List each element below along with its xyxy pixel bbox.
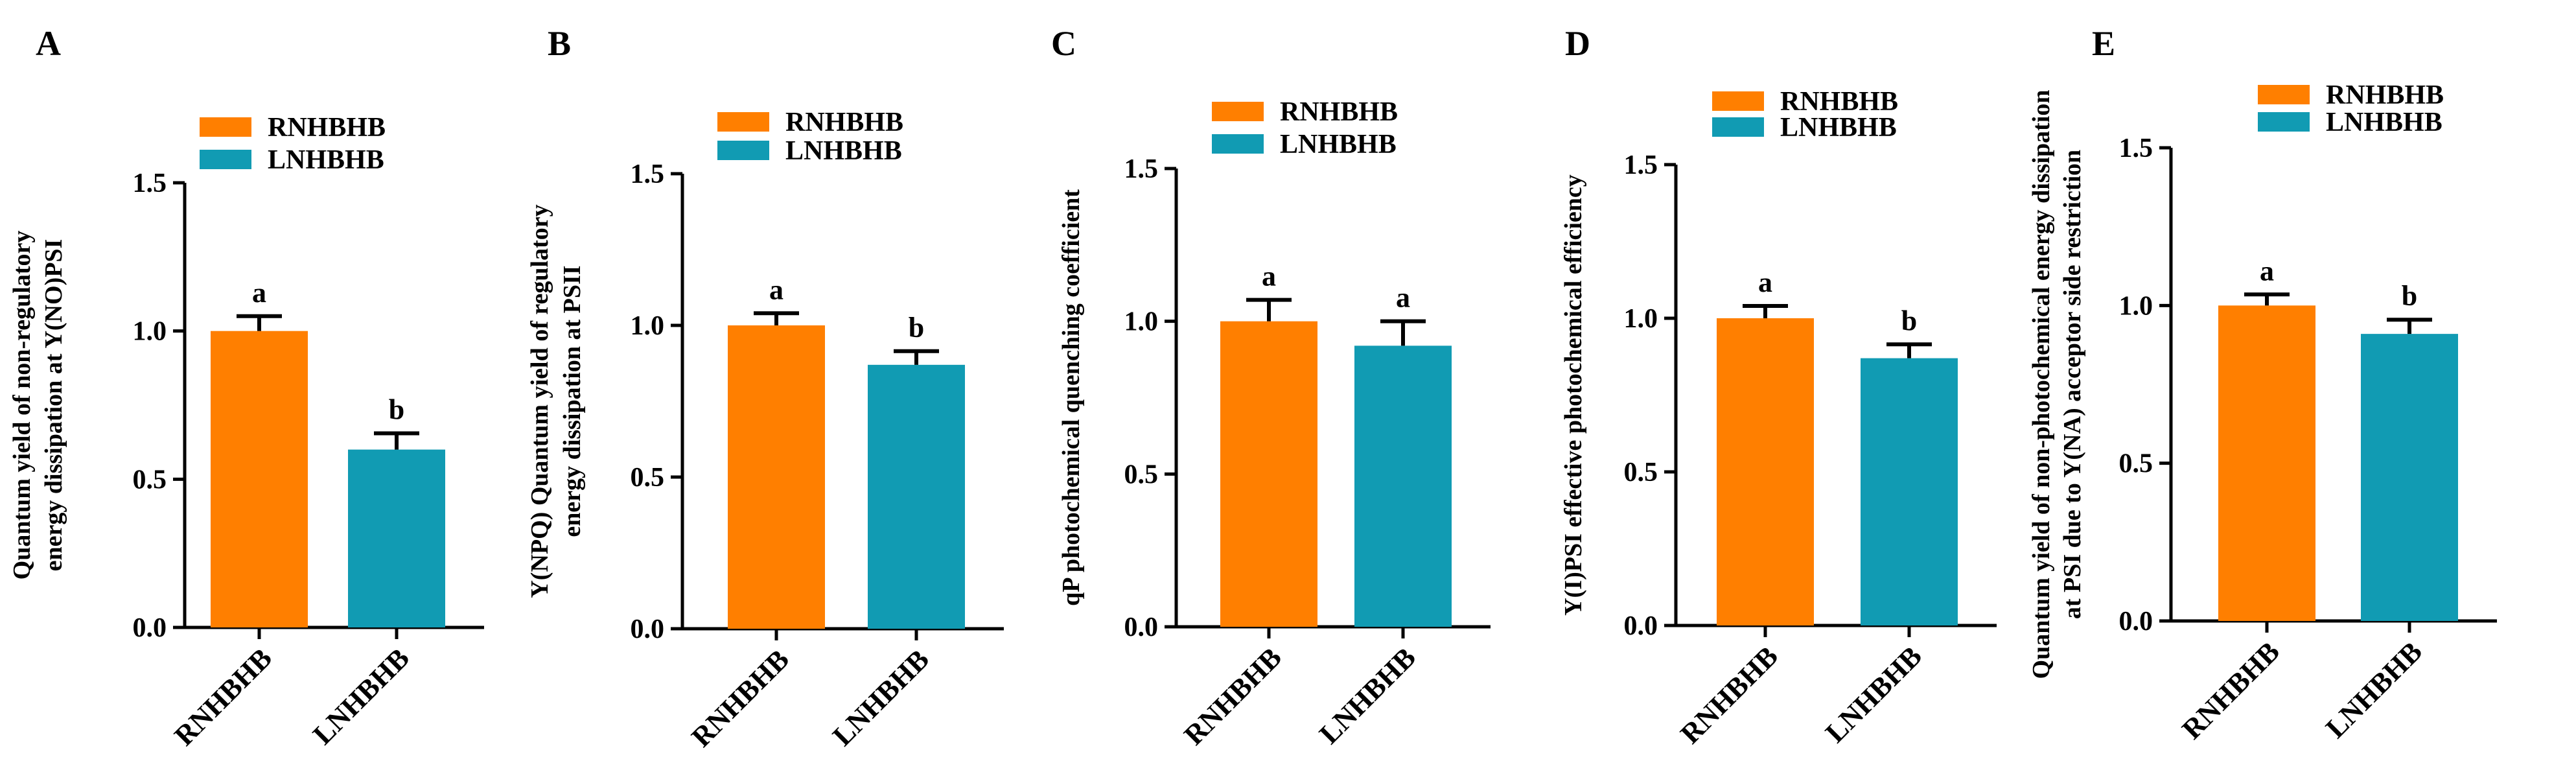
legend-swatch-lnhbhb <box>1212 134 1264 154</box>
panel-label: B <box>548 24 571 63</box>
y-axis-label: energy dissipation at Y(NO)PSI <box>40 239 67 572</box>
y-tick-label: 0.5 <box>631 463 665 493</box>
legend-swatch-rnhbhb <box>2258 85 2310 104</box>
y-tick-label: 1.5 <box>2119 134 2153 163</box>
x-category-label: LNHBHB <box>1819 640 1928 749</box>
legend-swatch-lnhbhb <box>200 150 251 169</box>
panel-label: E <box>2092 24 2115 63</box>
y-tick-label: 0.5 <box>133 465 167 495</box>
bar-lnhbhb <box>2361 334 2458 621</box>
legend-label: LNHBHB <box>2326 108 2443 137</box>
x-category-label: RNHBHB <box>2176 635 2286 745</box>
bar-rnhbhb <box>728 325 825 629</box>
bar-rnhbhb <box>1220 321 1317 627</box>
chart-panel-b: B 0.0 0.5 1.0 1.5 Y(NPQ) Quantum yield of reg… <box>526 24 1004 753</box>
legend-label: RNHBHB <box>1780 87 1898 117</box>
panel-label: A <box>36 24 61 63</box>
x-category-label: LNHBHB <box>826 643 935 752</box>
legend-swatch-lnhbhb <box>1712 117 1764 137</box>
panel-label: C <box>1051 24 1076 63</box>
chart-panel-c: C 0.0 0.5 1.0 1.5 qP photochemical quenching … <box>1051 24 1491 751</box>
bar-lnhbhb <box>1861 358 1958 625</box>
legend-label: RNHBHB <box>2326 80 2444 110</box>
bar-rnhbhb <box>211 331 308 627</box>
y-axis-label: Quantum yield of non-regulatory <box>8 231 36 580</box>
y-tick-label: 0.0 <box>631 614 665 644</box>
significance-letter: b <box>909 312 924 344</box>
x-category-label: RNHBHB <box>168 642 278 751</box>
x-category-label: RNHBHB <box>1675 640 1784 749</box>
significance-letter: b <box>389 393 404 425</box>
y-tick-label: 0.0 <box>2119 607 2153 637</box>
x-category-label: RNHBHB <box>1178 641 1288 751</box>
significance-letter: a <box>769 274 783 305</box>
x-category-label: LNHBHB <box>1313 641 1422 750</box>
legend-swatch-rnhbhb <box>717 112 769 132</box>
significance-letter: a <box>1396 282 1410 314</box>
bar-lnhbhb <box>348 449 445 627</box>
y-tick-label: 0.0 <box>133 613 167 643</box>
y-axis-label: Y(I)PSI effective photochemical efficien… <box>1560 174 1587 616</box>
legend-label: RNHBHB <box>1280 97 1398 127</box>
y-tick-label: 0.0 <box>1624 611 1658 641</box>
y-tick-label: 1.5 <box>1624 150 1658 180</box>
significance-letter: a <box>252 277 266 309</box>
significance-letter: b <box>2402 280 2417 312</box>
legend-label: RNHBHB <box>268 113 386 143</box>
legend-swatch-lnhbhb <box>2258 112 2310 132</box>
panel-label: D <box>1565 24 1590 63</box>
y-tick-label: 1.5 <box>133 169 167 198</box>
chart-panel-a: A 0.0 0.5 1.0 1.5 Quantum yield of non-regula… <box>8 24 484 752</box>
y-tick-label: 0.5 <box>1624 458 1658 487</box>
y-tick-label: 1.5 <box>631 159 665 189</box>
x-category-label: RNHBHB <box>686 643 795 753</box>
legend-swatch-rnhbhb <box>1712 91 1764 111</box>
y-tick-label: 0.5 <box>2119 449 2153 479</box>
x-category-label: LNHBHB <box>2319 635 2428 744</box>
significance-letter: b <box>1901 305 1917 336</box>
y-tick-label: 1.5 <box>1124 154 1159 184</box>
significance-letter: a <box>1758 266 1772 298</box>
y-axis-label: at PSI due to Y(NA) acceptor side restri… <box>2059 150 2086 619</box>
y-axis-label: qP photochemical quenching coefficient <box>1058 189 1085 606</box>
y-tick-label: 1.0 <box>1124 307 1159 337</box>
bar-lnhbhb <box>1354 345 1452 627</box>
legend-label: RNHBHB <box>785 108 903 137</box>
y-tick-label: 1.0 <box>1624 304 1658 334</box>
y-tick-label: 0.0 <box>1124 613 1159 642</box>
significance-letter: a <box>2260 255 2274 286</box>
legend-swatch-rnhbhb <box>200 117 251 137</box>
significance-letter: a <box>1262 261 1276 292</box>
legend-swatch-lnhbhb <box>717 141 769 160</box>
chart-panel-e: E 0.0 0.5 1.0 1.5 Quantum yield of non-photoc… <box>2028 24 2497 745</box>
legend-label: LNHBHB <box>1280 130 1397 159</box>
legend-label: LNHBHB <box>1780 113 1897 143</box>
bar-lnhbhb <box>868 364 965 629</box>
y-axis-label: energy dissipation at PSII <box>559 265 586 537</box>
chart-panel-d: D 0.0 0.5 1.0 1.5 Y(I)PSI effective photochem… <box>1560 24 1997 750</box>
bar-rnhbhb <box>1717 318 1814 625</box>
x-category-label: LNHBHB <box>307 642 415 751</box>
bar-rnhbhb <box>2218 305 2315 621</box>
legend-label: LNHBHB <box>785 136 902 166</box>
y-tick-label: 1.0 <box>631 311 665 341</box>
legend-label: LNHBHB <box>268 145 384 175</box>
y-axis-label: Quantum yield of non-photochemical energ… <box>2028 90 2055 679</box>
y-tick-label: 1.0 <box>133 317 167 347</box>
y-tick-label: 1.0 <box>2119 291 2153 321</box>
y-tick-label: 0.5 <box>1124 460 1159 489</box>
legend-swatch-rnhbhb <box>1212 102 1264 121</box>
y-axis-label: Y(NPQ) Quantum yield of regulatory <box>526 204 553 598</box>
